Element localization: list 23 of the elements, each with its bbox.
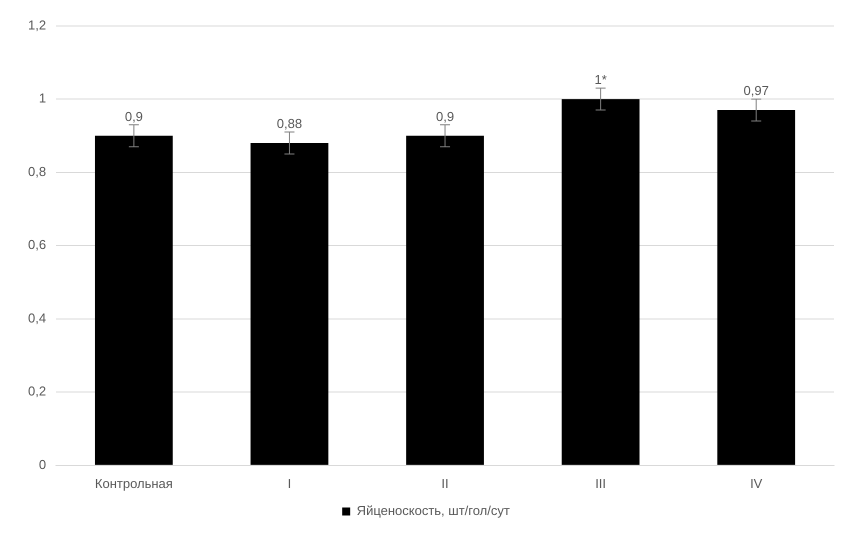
bar bbox=[562, 99, 640, 465]
x-tick-label: IV bbox=[750, 476, 763, 491]
data-label: 0,9 bbox=[124, 108, 143, 124]
x-tick-label: Контрольная bbox=[94, 476, 173, 491]
bar bbox=[717, 110, 796, 465]
x-tick-label: I bbox=[288, 476, 292, 491]
legend-label: Яйценоскость, шт/гол/сут bbox=[356, 503, 510, 518]
y-tick-label: 0 bbox=[38, 456, 46, 472]
y-tick-label: 1,2 bbox=[28, 17, 46, 32]
x-tick-label: II bbox=[441, 476, 449, 491]
data-label: 1* bbox=[594, 72, 607, 88]
bar bbox=[94, 136, 173, 465]
data-label: 0,97 bbox=[744, 83, 769, 98]
bar bbox=[250, 143, 328, 465]
data-label: 0,88 bbox=[276, 116, 302, 132]
y-tick-label: 0,6 bbox=[28, 237, 46, 252]
y-tick-label: 1 bbox=[38, 90, 46, 106]
x-tick-label: III bbox=[595, 476, 606, 491]
bar bbox=[406, 136, 484, 465]
y-tick-label: 0,2 bbox=[28, 384, 46, 399]
data-label: 0,9 bbox=[436, 108, 454, 124]
y-tick-label: 0,8 bbox=[28, 164, 46, 179]
y-tick-label: 0,4 bbox=[28, 310, 46, 326]
